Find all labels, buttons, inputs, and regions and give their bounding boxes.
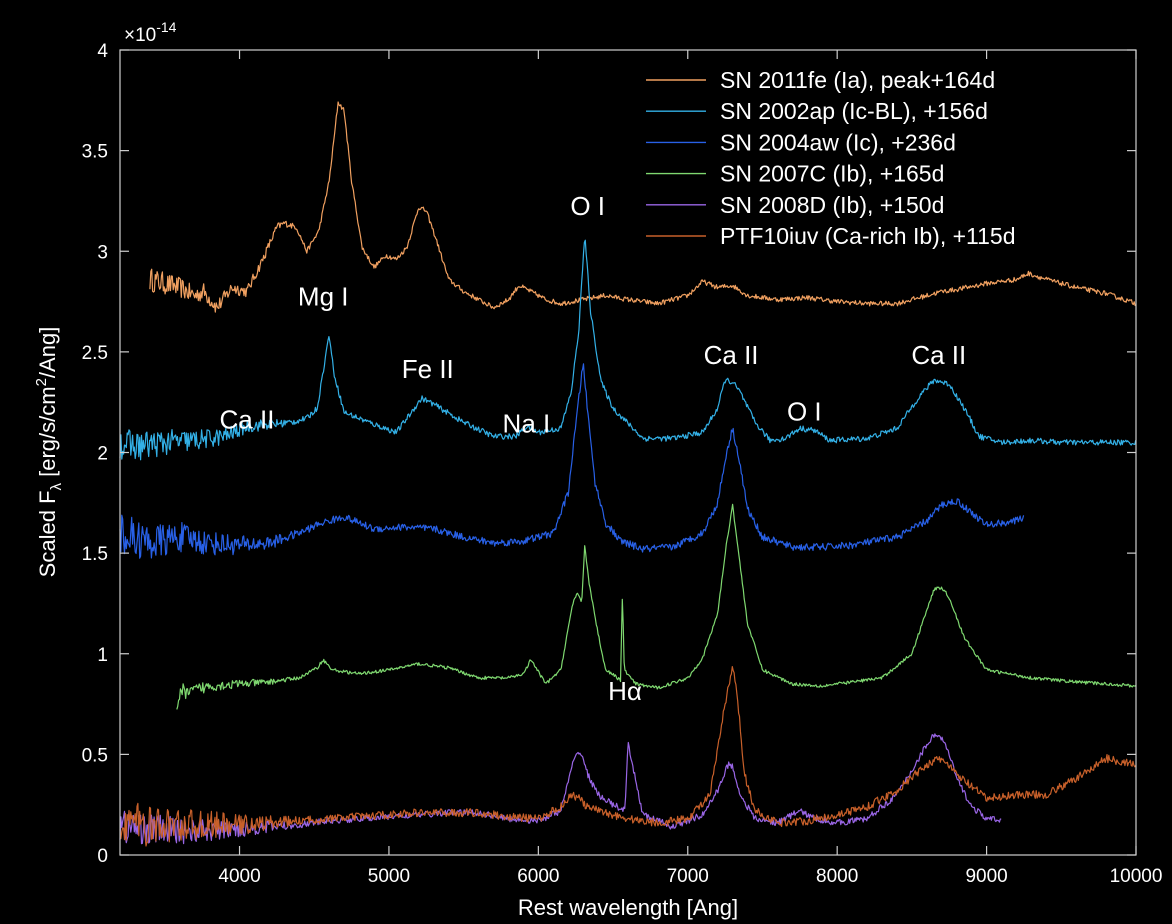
line-annotation: Ca II <box>704 340 759 370</box>
series-line-2 <box>119 363 1025 559</box>
y-axis-label-main: Scaled F <box>35 490 60 577</box>
line-annotation: Ca II <box>220 404 275 434</box>
y-axis-label-sup: 2 <box>33 378 50 386</box>
y-axis-label-end: /Ang] <box>35 327 60 378</box>
x-tick-label: 8000 <box>816 866 858 887</box>
annotations: Ca II Mg I Fe II Na I O I Ca II O I Ca II Hα <box>220 191 967 706</box>
series-line-1 <box>119 239 1137 461</box>
series-line-5 <box>119 666 1137 847</box>
legend-label: SN 2004aw (Ic), +236d <box>720 129 956 155</box>
line-annotation: O I <box>787 396 822 426</box>
y-exponent-value: -14 <box>156 19 176 35</box>
x-tick-label: 4000 <box>218 866 260 887</box>
legend-label: SN 2008D (Ib), +150d <box>720 192 944 218</box>
x-tick-label: 10000 <box>1110 866 1163 887</box>
x-tick-label: 7000 <box>667 866 709 887</box>
line-annotation: Na I <box>503 408 551 438</box>
series-line-0 <box>149 101 1137 313</box>
legend-label: PTF10iuv (Ca-rich Ib), +115d <box>720 223 1016 249</box>
legend-label: SN 2002ap (Ic-BL), +156d <box>720 98 988 124</box>
y-tick-label: 1.5 <box>82 544 108 565</box>
x-axis-label: Rest wavelength [Ang] <box>518 895 738 920</box>
y-axis-label-tail: [erg/s/cm <box>35 386 60 483</box>
y-tick-label: 4 <box>97 41 108 62</box>
y-tick-label: 1 <box>97 645 108 666</box>
line-annotation: Ca II <box>911 340 966 370</box>
line-annotation: Fe II <box>402 354 454 384</box>
y-axis-label-sub: λ <box>48 482 65 490</box>
y-tick-label: 0 <box>97 846 108 867</box>
y-exponent-prefix: ×10 <box>124 25 156 46</box>
x-tick-label: 6000 <box>517 866 559 887</box>
x-tick-label: 9000 <box>965 866 1007 887</box>
series-layer <box>119 101 1137 847</box>
series-line-3 <box>176 503 1137 710</box>
legend-label: SN 2007C (Ib), +165d <box>720 161 944 187</box>
y-tick-label: 3.5 <box>82 142 108 163</box>
y-tick-label: 3 <box>97 242 108 263</box>
x-tick-label: 5000 <box>368 866 410 887</box>
y-tick-label: 0.5 <box>82 745 108 766</box>
x-ticks: 4000 5000 6000 7000 8000 9000 10000 <box>218 50 1162 887</box>
y-tick-label: 2.5 <box>82 343 108 364</box>
line-annotation: Mg I <box>298 282 349 312</box>
line-annotation: Hα <box>608 676 642 706</box>
y-ticks: 0 0.5 1 1.5 2 2.5 3 3.5 4 <box>82 41 1136 867</box>
y-axis-label: Scaled Fλ [erg/s/cm2/Ang] <box>33 327 65 578</box>
legend: SN 2011fe (Ia), peak+164d SN 2002ap (Ic-B… <box>646 67 1016 249</box>
legend-label: SN 2011fe (Ia), peak+164d <box>720 67 995 93</box>
line-annotation: O I <box>570 191 605 221</box>
y-tick-label: 2 <box>97 444 108 465</box>
y-exponent-label: ×10-14 <box>124 19 177 46</box>
